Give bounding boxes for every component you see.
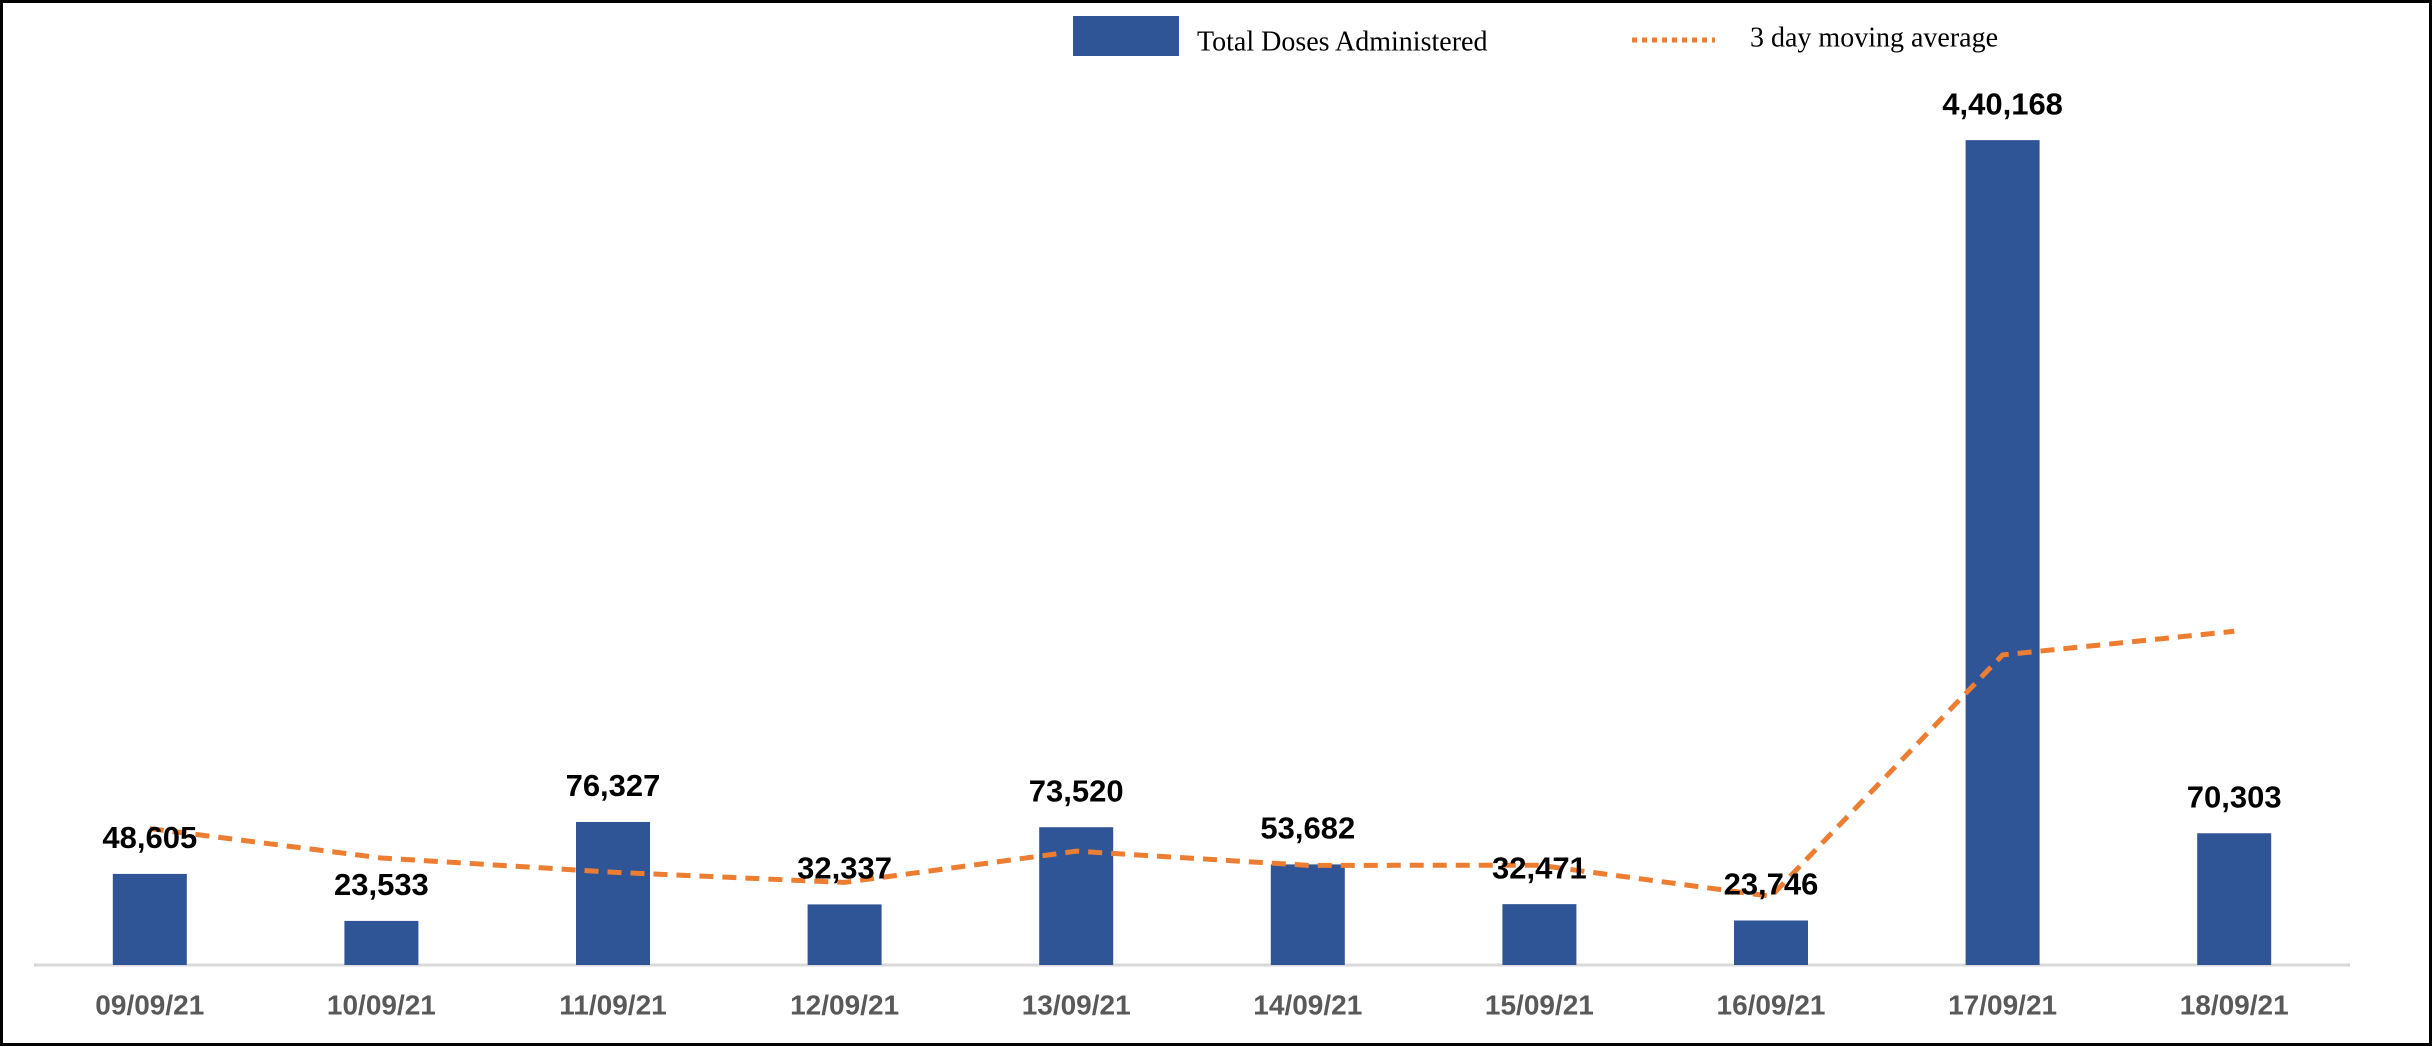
bar (1965, 140, 2040, 965)
x-tick-label: 14/09/21 (1253, 989, 1362, 1020)
data-label: 23,533 (334, 867, 429, 902)
x-tick-label: 12/09/21 (790, 989, 899, 1020)
data-label: 32,337 (797, 851, 892, 886)
x-tick-label: 15/09/21 (1485, 989, 1594, 1020)
data-label: 76,327 (566, 768, 661, 803)
bar (807, 904, 882, 965)
legend-label: 3 day moving average (1750, 22, 1998, 53)
x-tick-label: 09/09/21 (95, 989, 204, 1020)
moving-average-line (149, 628, 2235, 899)
legend-label: Total Doses Administered (1197, 26, 1487, 57)
x-tick-label: 18/09/21 (2180, 989, 2289, 1020)
data-label: 32,471 (1492, 850, 1587, 885)
legend-swatch (1073, 16, 1179, 56)
bar (1734, 920, 1808, 965)
data-label: 53,682 (1260, 811, 1355, 846)
data-label: 4,40,168 (1942, 86, 2063, 121)
x-tick-label: 16/09/21 (1717, 989, 1826, 1020)
data-label: 73,520 (1029, 773, 1124, 808)
data-label: 23,746 (1724, 867, 1819, 902)
bar (2197, 833, 2272, 965)
bar (1270, 864, 1345, 965)
bar (1502, 904, 1577, 965)
bar (344, 920, 419, 965)
data-label: 70,303 (2187, 779, 2282, 814)
x-tick-label: 11/09/21 (559, 989, 666, 1020)
x-tick-label: 13/09/21 (1022, 989, 1131, 1020)
x-tick-label: 10/09/21 (327, 989, 436, 1020)
x-tick-label: 17/09/21 (1948, 989, 2057, 1020)
data-label: 48,605 (102, 820, 197, 855)
bar (112, 873, 187, 965)
bar (1039, 827, 1114, 965)
bar (576, 821, 650, 965)
